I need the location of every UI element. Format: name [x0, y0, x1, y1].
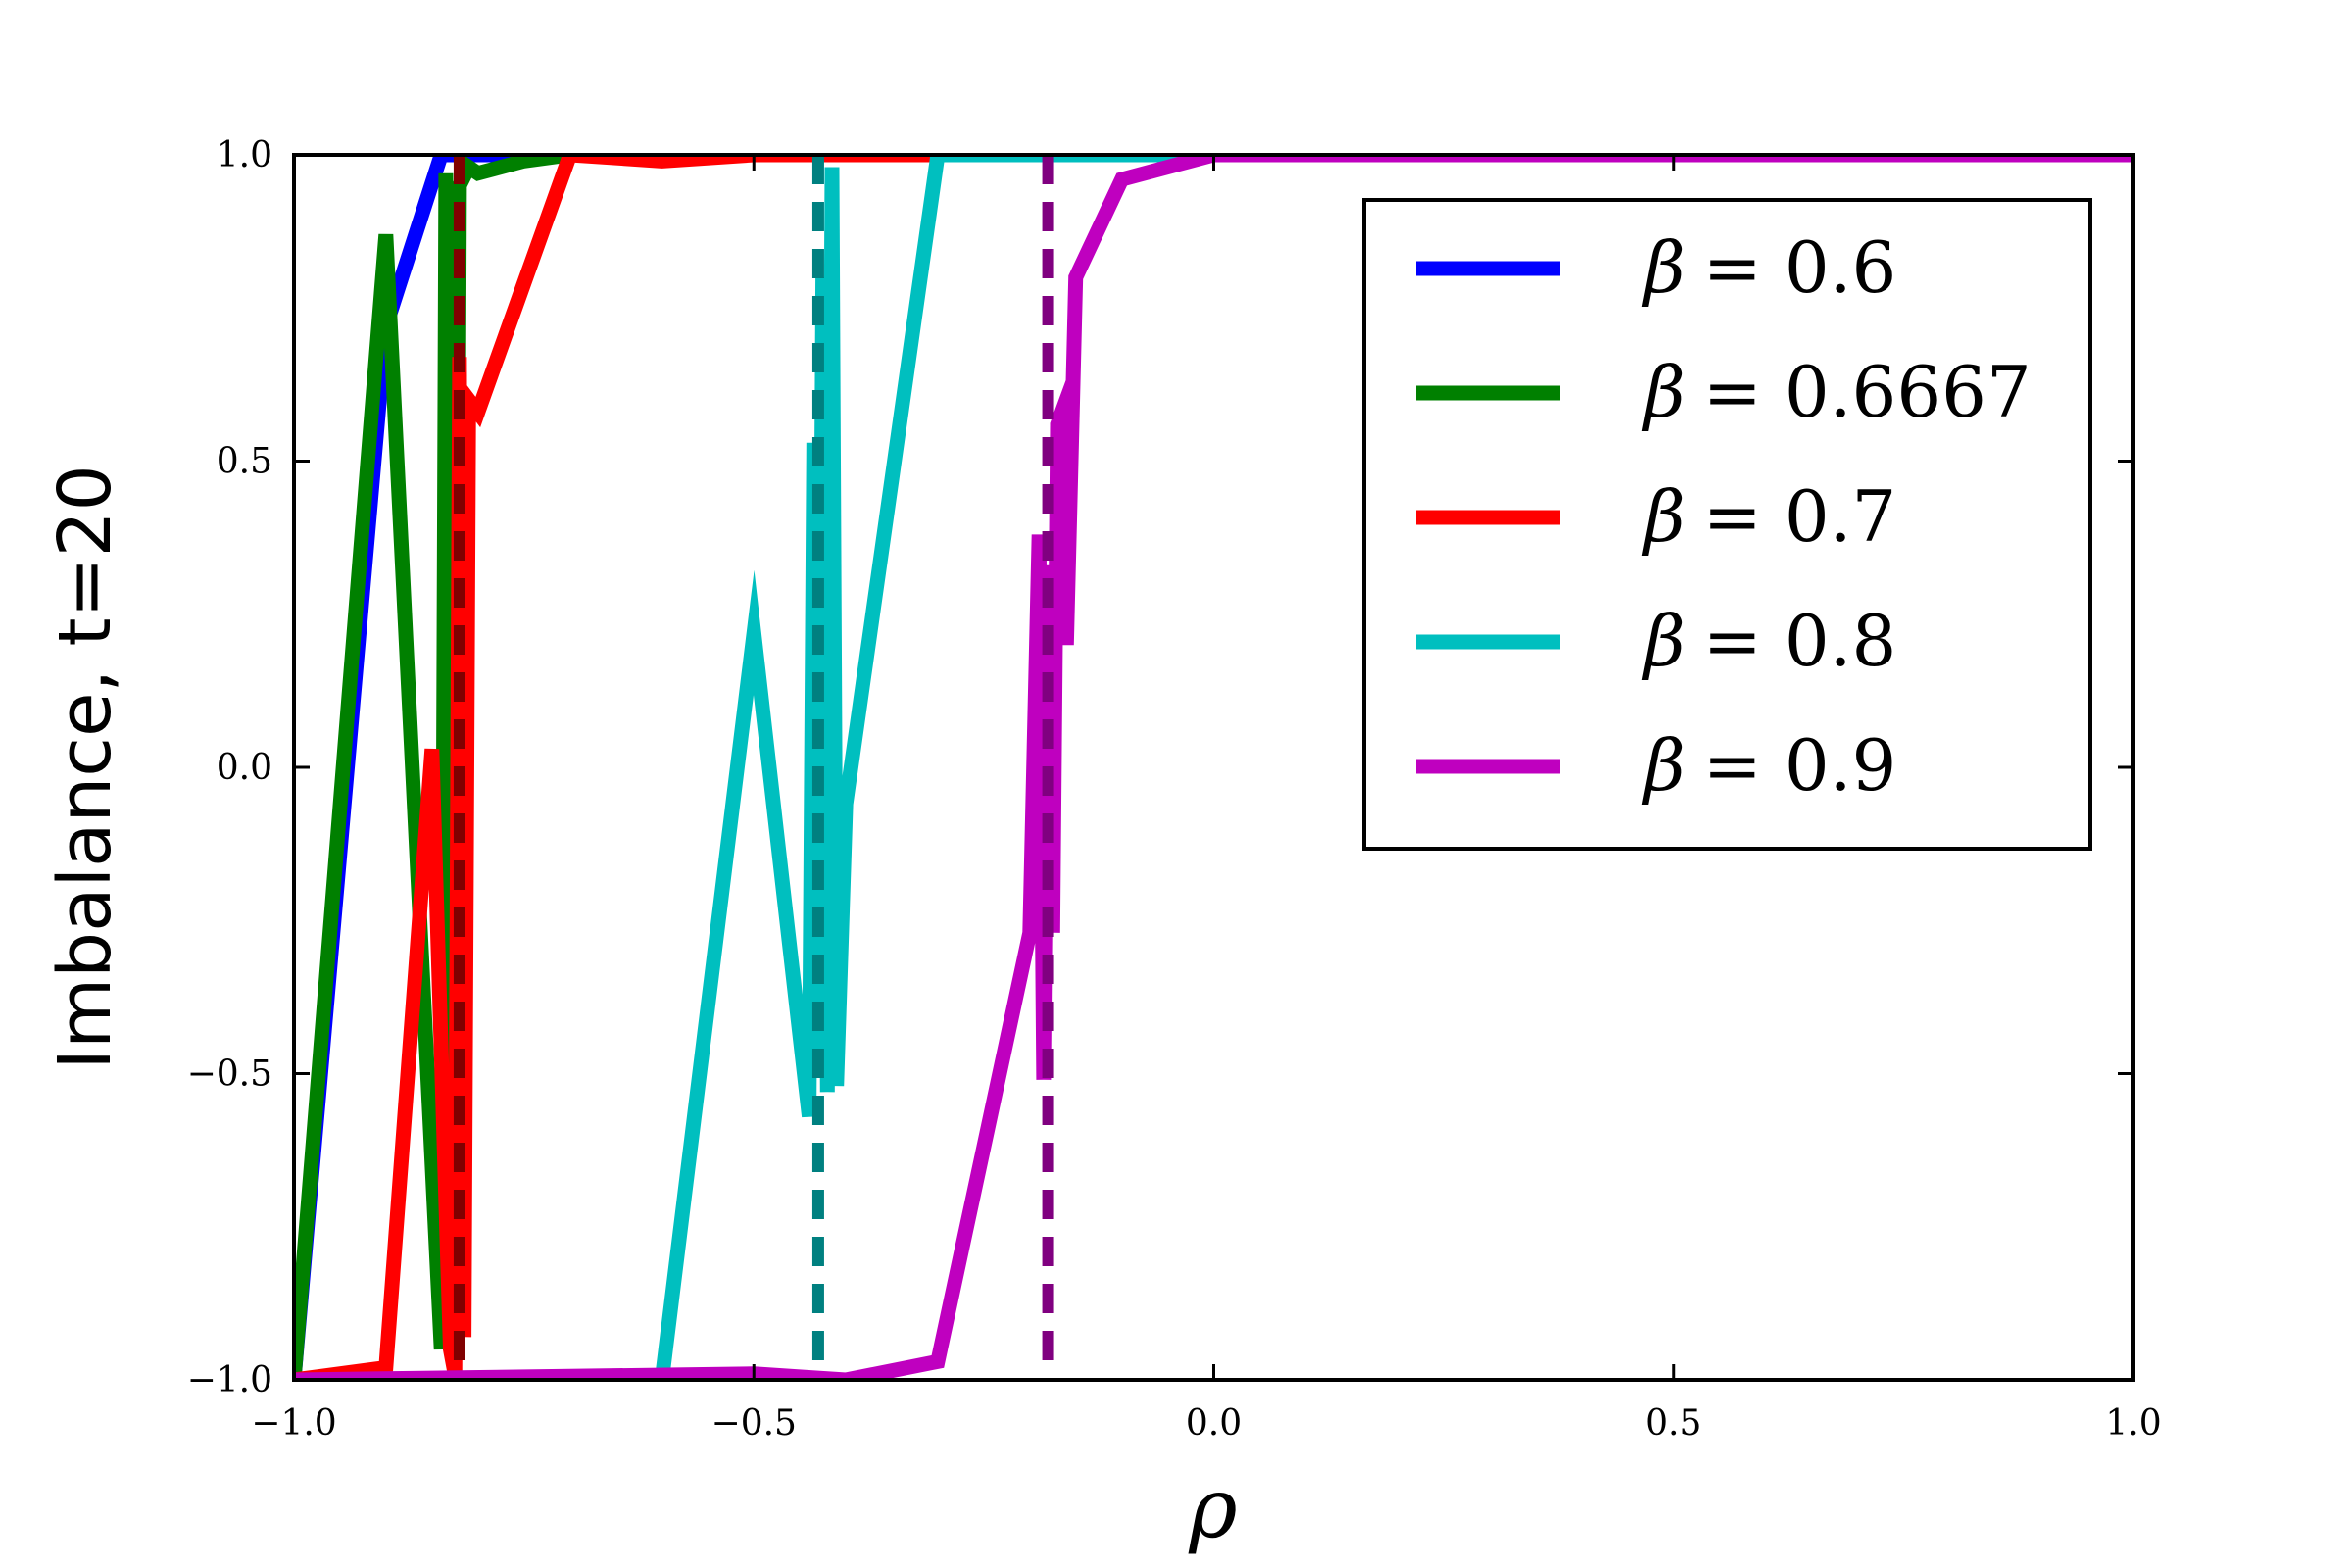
y-tick-label: −0.5 [187, 1054, 272, 1095]
legend-symbol: β [1642, 600, 1686, 682]
legend-label-2: β = 0.7 [1642, 475, 1896, 558]
legend-value: = 0.7 [1703, 475, 1897, 558]
x-tick-label: −0.5 [711, 1403, 797, 1444]
y-axis-title: Imbalance, t=20 [43, 465, 127, 1069]
series-line-4 [294, 155, 2133, 1380]
y-tick-label: −1.0 [187, 1360, 272, 1400]
x-tick-label: −1.0 [251, 1403, 336, 1444]
x-tick-label: 0.5 [1645, 1403, 1701, 1444]
tick-layer: −1.0 −0.5 0.0 0.5 1.0 −1.0 −0.5 0.0 0.5 1.0 [187, 135, 2162, 1444]
x-axis-title: ρ [1188, 1460, 1237, 1556]
legend-symbol: β [1642, 226, 1686, 309]
legend-symbol: β [1642, 475, 1686, 558]
legend-label-0: β = 0.6 [1642, 226, 1896, 309]
y-tick-label: 0.0 [217, 748, 272, 788]
legend-value: = 0.6667 [1703, 351, 2032, 433]
x-tick-label: 1.0 [2105, 1403, 2161, 1444]
x-tick-label: 0.0 [1186, 1403, 1242, 1444]
y-tick-label: 1.0 [217, 135, 272, 175]
legend-label-4: β = 0.9 [1642, 724, 1896, 807]
vline-layer [453, 155, 1054, 1380]
legend-value: = 0.9 [1703, 724, 1897, 807]
legend-symbol: β [1642, 724, 1686, 807]
legend-label-1: β = 0.6667 [1642, 351, 2032, 433]
series-line-1 [294, 155, 2133, 1380]
y-tick-label: 0.5 [217, 442, 272, 482]
legend-symbol: β [1642, 351, 1686, 433]
legend-label-3: β = 0.8 [1642, 600, 1896, 682]
legend-value: = 0.6 [1703, 226, 1897, 309]
legend-value: = 0.8 [1703, 600, 1897, 682]
